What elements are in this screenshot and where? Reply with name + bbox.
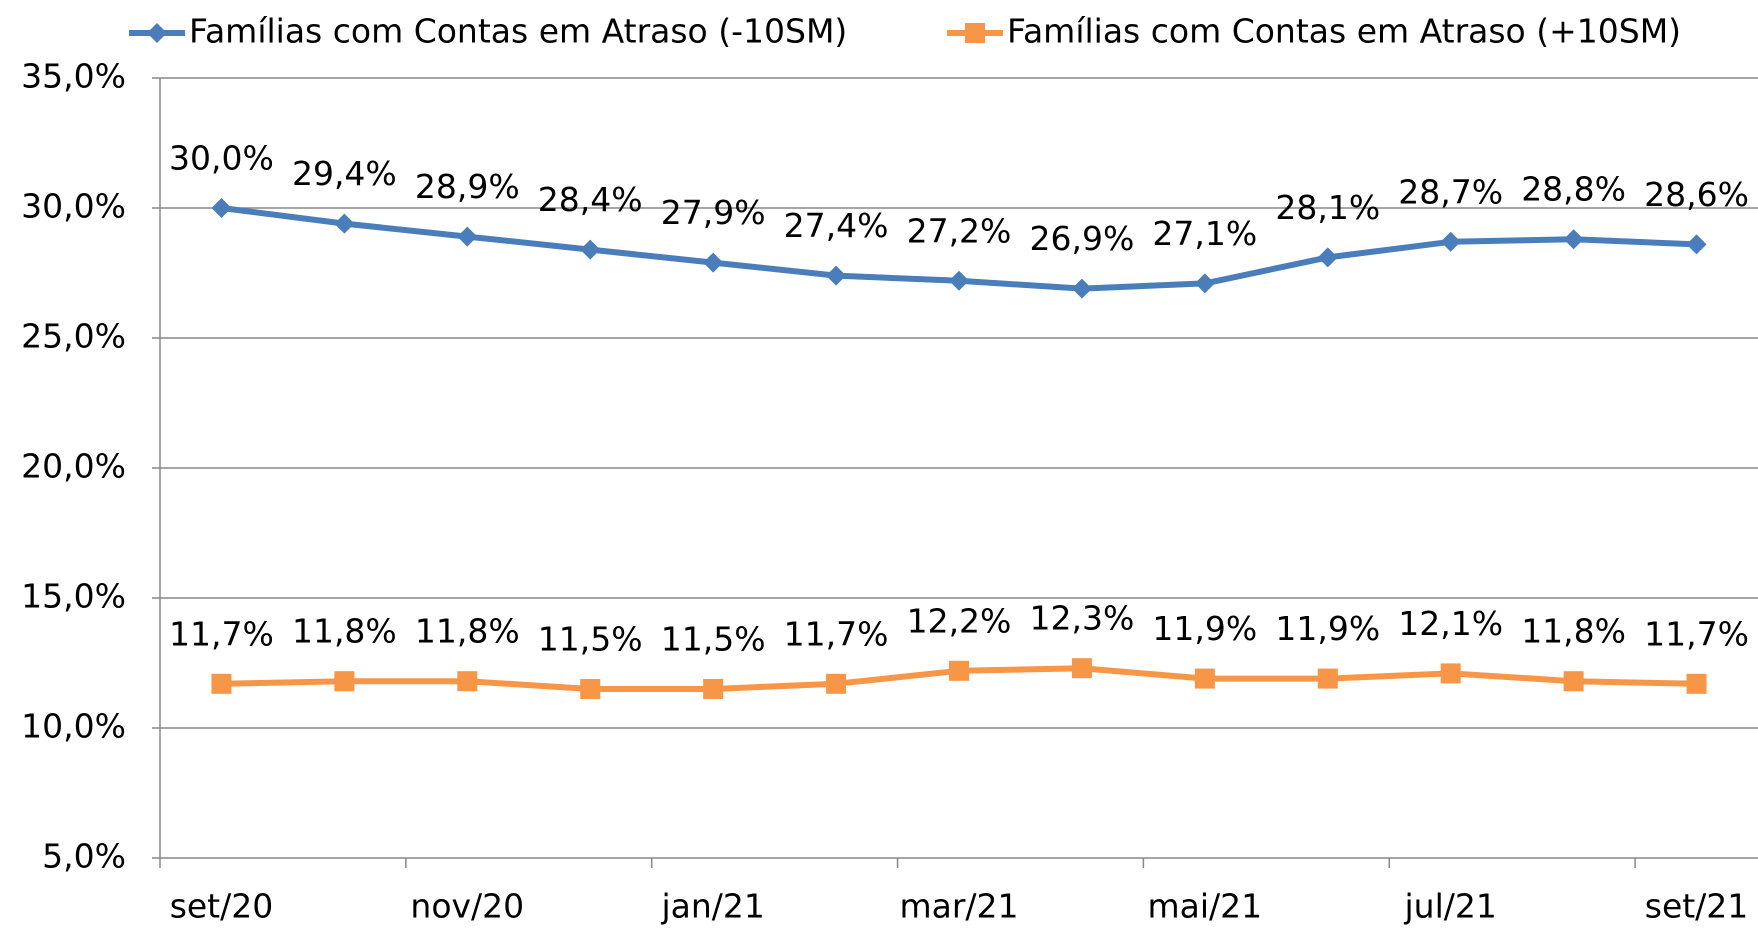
data-label: 11,7% xyxy=(784,614,889,653)
data-label: 27,1% xyxy=(1152,214,1257,253)
data-label: 11,5% xyxy=(538,620,643,659)
data-label: 28,8% xyxy=(1521,170,1626,209)
y-tick-label: 20,0% xyxy=(21,447,126,486)
point xyxy=(1440,663,1461,684)
point xyxy=(703,679,724,699)
x-tick-label: nov/20 xyxy=(410,887,524,926)
data-label: 27,9% xyxy=(661,193,766,232)
point xyxy=(1317,668,1338,689)
y-tick-label: 35,0% xyxy=(21,57,126,96)
data-label: 28,6% xyxy=(1644,175,1749,214)
point xyxy=(580,239,601,260)
point xyxy=(1194,273,1215,294)
data-label: 11,5% xyxy=(661,620,766,659)
data-label: 11,8% xyxy=(292,612,397,651)
point xyxy=(1686,234,1707,255)
data-label: 30,0% xyxy=(169,139,274,178)
y-tick-label: 30,0% xyxy=(21,187,126,226)
x-tick-label: set/20 xyxy=(170,887,274,926)
y-tick-label: 10,0% xyxy=(21,707,126,746)
data-label: 29,4% xyxy=(292,154,397,193)
point xyxy=(826,673,847,694)
data-label: 12,1% xyxy=(1398,604,1503,643)
point xyxy=(334,213,355,234)
point xyxy=(211,673,232,694)
point xyxy=(1071,658,1092,679)
point xyxy=(1317,247,1338,268)
point xyxy=(1563,671,1584,692)
y-tick-label: 5,0% xyxy=(42,837,126,876)
point xyxy=(949,270,969,291)
point xyxy=(1194,668,1215,689)
data-label: 28,7% xyxy=(1398,172,1503,211)
legend-label: Famílias com Contas em Atraso (-10SM) xyxy=(189,12,847,51)
data-label: 27,2% xyxy=(907,211,1012,250)
point xyxy=(1440,231,1461,252)
point xyxy=(703,252,724,273)
point xyxy=(211,198,232,218)
y-tick-label: 25,0% xyxy=(21,317,126,356)
data-label: 11,7% xyxy=(169,614,274,653)
legend-marker xyxy=(147,23,167,43)
legend-marker xyxy=(965,23,985,43)
data-label: 11,7% xyxy=(1644,614,1749,653)
point xyxy=(457,226,478,247)
data-label: 26,9% xyxy=(1030,219,1135,258)
legend-label: Famílias com Contas em Atraso (+10SM) xyxy=(1007,12,1681,51)
point xyxy=(1686,673,1707,694)
data-label: 11,9% xyxy=(1275,609,1380,648)
data-label: 27,4% xyxy=(784,206,889,245)
data-label: 11,9% xyxy=(1152,609,1257,648)
x-tick-label: mai/21 xyxy=(1148,887,1263,926)
data-label: 28,4% xyxy=(538,180,643,219)
data-label: 11,8% xyxy=(415,612,520,651)
data-label: 28,9% xyxy=(415,167,520,206)
point xyxy=(580,679,601,699)
data-label: 12,3% xyxy=(1030,599,1135,638)
data-label: 12,2% xyxy=(907,601,1012,640)
point xyxy=(949,660,969,681)
x-tick-label: mar/21 xyxy=(899,887,1018,926)
x-tick-label: jul/21 xyxy=(1404,887,1497,926)
x-tick-label: set/21 xyxy=(1645,887,1749,926)
data-label: 11,8% xyxy=(1521,612,1626,651)
point xyxy=(1563,229,1584,250)
data-label: 28,1% xyxy=(1275,188,1380,227)
point xyxy=(457,671,478,692)
x-tick-label: jan/21 xyxy=(660,887,764,926)
point xyxy=(1071,278,1092,299)
y-tick-label: 15,0% xyxy=(21,577,126,616)
point xyxy=(334,671,355,692)
point xyxy=(826,265,847,286)
